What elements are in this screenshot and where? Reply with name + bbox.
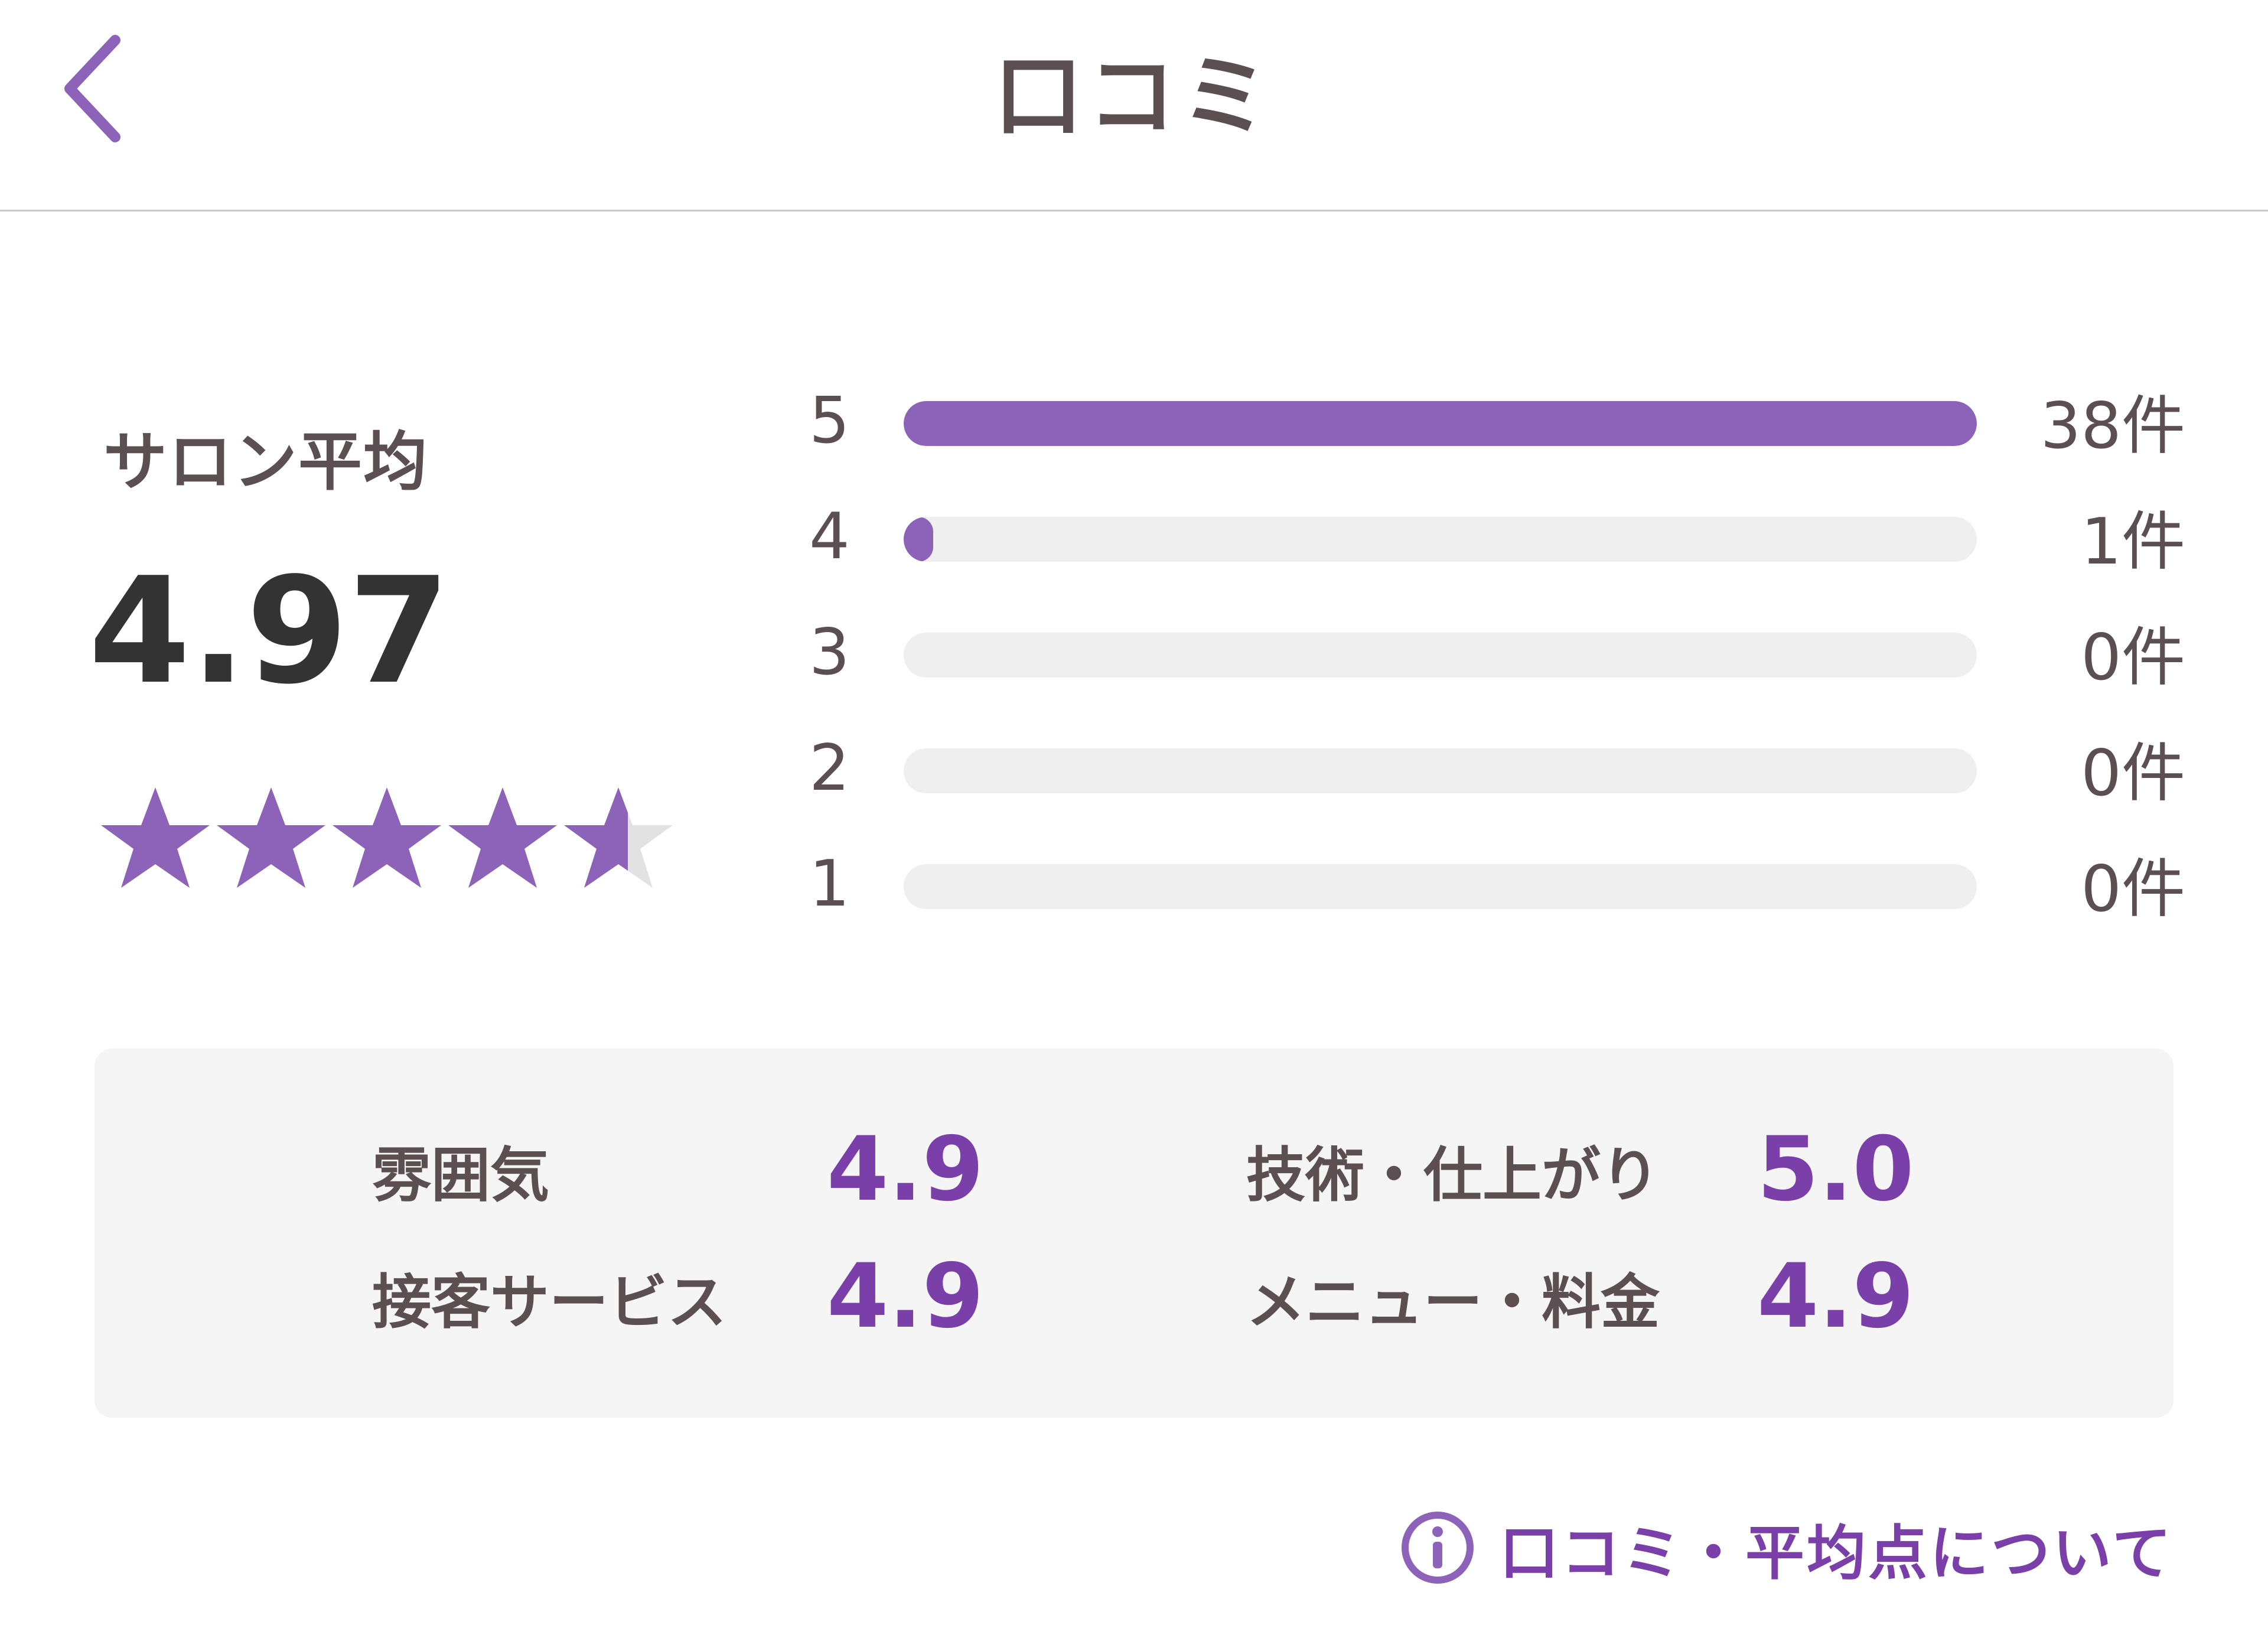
rating-row-5: 5 38件 — [809, 383, 2185, 464]
rating-bar-fill — [904, 517, 933, 562]
rating-row-count: 1件 — [2081, 505, 2185, 579]
star-icon — [333, 787, 441, 888]
page-title: 口コミ — [993, 45, 1274, 148]
rating-row-count: 0件 — [2081, 621, 2185, 695]
category-label: 技術・仕上がり — [1246, 1140, 1660, 1210]
category-label: メニュー・料金 — [1246, 1267, 1660, 1337]
review-info-link[interactable]: 口コミ・平均点について — [1399, 1503, 2174, 1592]
rating-row-3: 3 0件 — [809, 615, 2185, 695]
category-score: 4.9 — [827, 1245, 984, 1348]
average-label: サロン平均 — [103, 425, 428, 499]
rating-bar-fill — [904, 401, 1977, 446]
average-value: 4.97 — [89, 546, 450, 717]
rating-row-star: 4 — [809, 499, 850, 574]
category-label: 雰囲気 — [372, 1140, 549, 1210]
star-icon — [564, 787, 673, 888]
rating-bar-track — [904, 864, 1977, 909]
rating-bar-track — [904, 748, 1977, 793]
category-scores-panel: 雰囲気 4.9 技術・仕上がり 5.0 接客サービス 4.9 メニュー・料金 4… — [94, 1048, 2174, 1418]
category-score: 4.9 — [827, 1118, 984, 1221]
star-icon — [448, 787, 557, 888]
rating-row-count: 0件 — [2081, 737, 2185, 810]
rating-row-star: 5 — [809, 383, 850, 458]
rating-row-count: 0件 — [2081, 852, 2185, 926]
rating-row-2: 2 0件 — [809, 731, 2185, 811]
category-label: 接客サービス — [372, 1267, 726, 1337]
category-score: 4.9 — [1757, 1245, 1914, 1348]
review-info-link-label: 口コミ・平均点について — [1500, 1518, 2174, 1588]
rating-row-star: 3 — [809, 615, 850, 689]
star-icon — [217, 787, 325, 888]
rating-row-count: 38件 — [2040, 389, 2185, 463]
rating-row-4: 4 1件 — [809, 499, 2185, 579]
rating-row-star: 2 — [809, 731, 850, 805]
rating-row-1: 1 0件 — [809, 846, 2185, 927]
star-rating — [97, 783, 676, 893]
star-icon — [101, 787, 210, 888]
rating-bar-track — [904, 633, 1977, 678]
info-icon — [1402, 1512, 1474, 1584]
rating-bar-track — [904, 517, 1977, 562]
back-button[interactable] — [41, 24, 148, 154]
rating-row-star: 1 — [809, 846, 850, 921]
category-score: 5.0 — [1757, 1118, 1914, 1221]
rating-bar-track — [904, 401, 1977, 446]
chevron-left-icon — [64, 35, 120, 142]
header-bar: 口コミ — [0, 0, 2268, 211]
